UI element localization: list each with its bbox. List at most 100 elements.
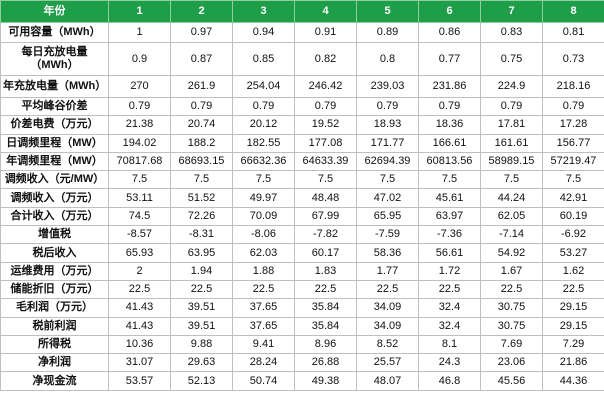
value-cell: 22.5: [232, 279, 295, 300]
value-cell: 261.9: [170, 75, 233, 98]
value-cell: 45.61: [418, 188, 481, 208]
row-label: 年调频里程（MW）: [0, 151, 109, 172]
value-cell: 17.81: [480, 115, 543, 135]
value-cell: 66632.36: [232, 151, 295, 172]
value-cell: 41.43: [108, 316, 171, 336]
table-row: 税前利润 41.43 39.51 37.65 35.84 34.09 32.4 30.75 29…: [0, 316, 604, 336]
value-cell: 177.08: [294, 133, 357, 153]
table-row: 日调频里程（MW） 194.02 188.2 182.55 177.08 171.77 16…: [0, 133, 604, 153]
header-row: 年份 1 2 3 4 5 6 7 8: [0, 0, 604, 23]
value-cell: 21.86: [542, 353, 604, 373]
table-row: 毛利润（万元） 41.43 39.51 37.65 35.84 34.09 32.4 30.7…: [0, 298, 604, 318]
row-label: 年充放电量（MWh）: [0, 75, 109, 98]
value-cell: 7.5: [356, 170, 419, 190]
row-label: 净利润: [0, 353, 109, 373]
row-label: 平均峰谷价差: [0, 96, 109, 117]
row-label: 储能折旧（万元）: [0, 279, 109, 300]
value-cell: 52.13: [170, 371, 233, 391]
value-cell: 35.84: [294, 298, 357, 318]
value-cell: 63.95: [170, 243, 233, 263]
value-cell: 39.51: [170, 298, 233, 318]
header-cell: 7: [480, 0, 543, 23]
value-cell: 0.97: [170, 22, 233, 43]
value-cell: 60.19: [542, 206, 604, 227]
value-cell: 70.09: [232, 206, 295, 227]
value-cell: 0.81: [542, 22, 604, 43]
value-cell: 0.82: [294, 42, 357, 76]
value-cell: 0.73: [542, 42, 604, 76]
value-cell: 64633.39: [294, 151, 357, 172]
value-cell: 58989.15: [480, 151, 543, 172]
value-cell: 22.5: [170, 279, 233, 300]
value-cell: 1.67: [480, 261, 543, 281]
value-cell: 48.07: [356, 371, 419, 391]
value-cell: 0.79: [294, 96, 357, 117]
value-cell: 60813.56: [418, 151, 481, 172]
value-cell: 39.51: [170, 316, 233, 336]
value-cell: 24.3: [418, 353, 481, 373]
row-label: 运维费用（万元）: [0, 261, 109, 281]
value-cell: 32.4: [418, 316, 481, 336]
value-cell: 65.95: [356, 206, 419, 227]
value-cell: 0.91: [294, 22, 357, 43]
value-cell: 0.79: [232, 96, 295, 117]
value-cell: 1.62: [542, 261, 604, 281]
value-cell: 41.43: [108, 298, 171, 318]
value-cell: 156.77: [542, 133, 604, 153]
value-cell: 19.52: [294, 115, 357, 135]
value-cell: 70817.68: [108, 151, 171, 172]
value-cell: 239.03: [356, 75, 419, 98]
table-row: 合计收入（万元） 74.5 72.26 70.09 67.99 65.95 63.97 62.…: [0, 206, 604, 227]
value-cell: 65.93: [108, 243, 171, 263]
value-cell: 30.75: [480, 316, 543, 336]
value-cell: 7.5: [170, 170, 233, 190]
value-cell: -8.57: [108, 225, 171, 245]
row-label: 调频收入（元/MW）: [0, 170, 109, 190]
value-cell: -7.59: [356, 225, 419, 245]
value-cell: 20.74: [170, 115, 233, 135]
value-cell: 31.07: [108, 353, 171, 373]
value-cell: 231.86: [418, 75, 481, 98]
value-cell: 56.61: [418, 243, 481, 263]
value-cell: 8.52: [356, 334, 419, 355]
value-cell: 0.89: [356, 22, 419, 43]
value-cell: 29.63: [170, 353, 233, 373]
table-row: 可用容量（MWh） 1 0.97 0.94 0.91 0.89 0.86 0.83 0.81: [0, 22, 604, 43]
value-cell: 10.36: [108, 334, 171, 355]
value-cell: -8.31: [170, 225, 233, 245]
row-label: 价差电费（万元）: [0, 115, 109, 135]
value-cell: 32.4: [418, 298, 481, 318]
data-table: 年份 1 2 3 4 5 6 7 8 可用容量（MWh） 1 0.97 0.94 0.91 0.89 0.8…: [0, 0, 604, 391]
row-label: 增值税: [0, 225, 109, 245]
value-cell: 51.52: [170, 188, 233, 208]
value-cell: 218.16: [542, 75, 604, 98]
row-label: 每日充放电量（MWh）: [0, 42, 109, 76]
value-cell: 53.27: [542, 243, 604, 263]
value-cell: 188.2: [170, 133, 233, 153]
value-cell: 68693.15: [170, 151, 233, 172]
value-cell: 23.06: [480, 353, 543, 373]
header-cell: 2: [170, 0, 233, 23]
row-label: 净现金流: [0, 371, 109, 391]
value-cell: 22.5: [480, 279, 543, 300]
value-cell: 254.04: [232, 75, 295, 98]
value-cell: 58.36: [356, 243, 419, 263]
value-cell: -7.82: [294, 225, 357, 245]
value-cell: 28.24: [232, 353, 295, 373]
value-cell: 1.94: [170, 261, 233, 281]
value-cell: 44.24: [480, 188, 543, 208]
value-cell: 1: [108, 22, 171, 43]
table-row: 年充放电量（MWh） 270 261.9 254.04 246.42 239.03 231.…: [0, 75, 604, 98]
value-cell: 194.02: [108, 133, 171, 153]
value-cell: 45.56: [480, 371, 543, 391]
value-cell: 74.5: [108, 206, 171, 227]
header-cell: 3: [232, 0, 295, 23]
value-cell: 7.5: [418, 170, 481, 190]
value-cell: 49.38: [294, 371, 357, 391]
value-cell: 47.02: [356, 188, 419, 208]
value-cell: 1.72: [418, 261, 481, 281]
table-row: 调频收入（元/MW） 7.5 7.5 7.5 7.5 7.5 7.5 7.5 7.5: [0, 170, 604, 190]
value-cell: 18.93: [356, 115, 419, 135]
value-cell: 34.09: [356, 316, 419, 336]
